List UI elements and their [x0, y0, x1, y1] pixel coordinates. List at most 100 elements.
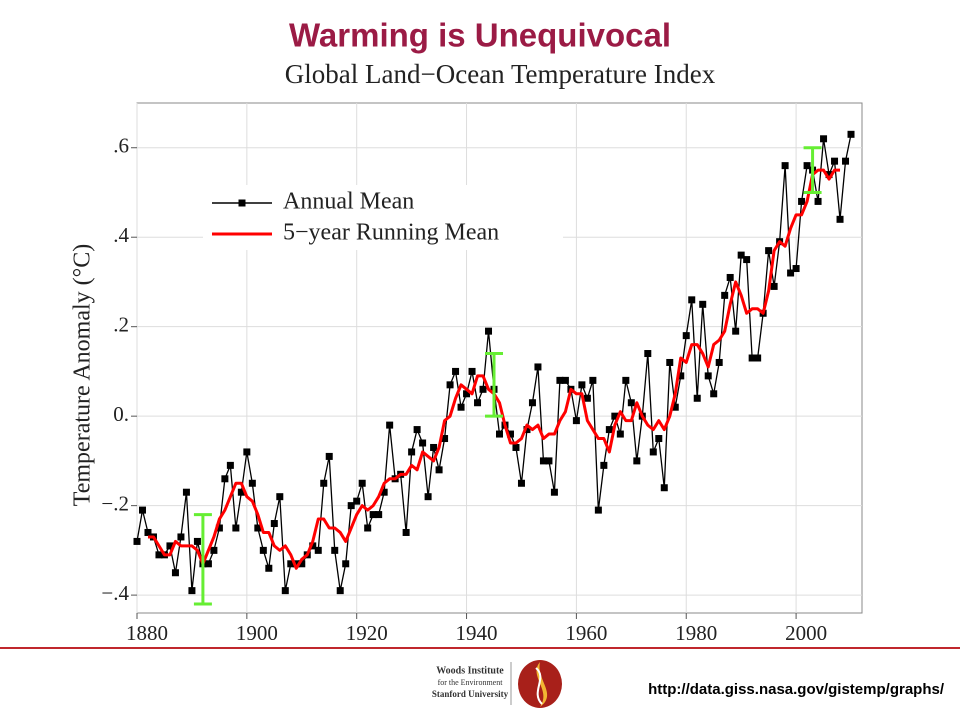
data-point	[704, 372, 712, 380]
data-point	[726, 273, 734, 281]
data-point	[281, 587, 289, 595]
data-point	[611, 412, 619, 420]
data-point	[320, 479, 328, 487]
data-point	[655, 435, 663, 443]
data-point	[215, 524, 223, 532]
y-tick-label: −.4	[101, 581, 129, 605]
data-point	[342, 560, 350, 568]
data-point	[204, 560, 212, 568]
data-point	[583, 394, 591, 402]
legend-marker	[238, 199, 246, 207]
data-point	[474, 399, 482, 407]
data-point	[155, 551, 163, 559]
data-point	[787, 269, 795, 277]
data-point	[589, 376, 597, 384]
data-point	[677, 372, 685, 380]
data-point	[842, 157, 850, 165]
data-point	[688, 296, 696, 304]
data-point	[748, 354, 756, 362]
data-point	[517, 479, 525, 487]
x-tick-label: 2000	[785, 621, 827, 645]
data-point	[331, 546, 339, 554]
data-point	[133, 537, 141, 545]
data-point	[798, 197, 806, 205]
data-point	[166, 542, 174, 550]
data-point	[424, 493, 432, 501]
logo-text: for the Environment	[438, 678, 504, 687]
logo-mark	[518, 660, 562, 708]
chart-title: Global Land−Ocean Temperature Index	[285, 59, 716, 89]
data-point	[594, 506, 602, 514]
x-tick-label: 1940	[456, 621, 498, 645]
data-point	[732, 327, 740, 335]
legend-box	[203, 185, 563, 250]
data-point	[171, 569, 179, 577]
data-point	[386, 421, 394, 429]
data-point	[292, 560, 300, 568]
data-point	[496, 430, 503, 438]
y-tick-label: 0.	[113, 402, 129, 426]
data-point	[627, 399, 635, 407]
x-tick-label: 1880	[126, 621, 168, 645]
data-point	[737, 251, 745, 259]
data-point	[457, 403, 465, 411]
slide-title: Warming is Unequivocal	[289, 17, 671, 54]
data-point	[550, 488, 558, 496]
data-point	[528, 399, 536, 407]
y-tick-label: .6	[113, 134, 129, 158]
data-point	[237, 488, 245, 496]
data-point	[644, 350, 652, 358]
data-point	[375, 511, 383, 519]
data-point	[325, 452, 333, 460]
data-point	[781, 162, 789, 170]
data-point	[616, 430, 624, 438]
error-bar	[803, 146, 822, 194]
data-point	[276, 493, 284, 501]
data-point	[188, 587, 196, 595]
data-point	[254, 524, 262, 532]
data-point	[770, 282, 778, 290]
data-point	[248, 479, 256, 487]
data-point	[364, 524, 372, 532]
data-point	[314, 546, 322, 554]
data-point	[419, 439, 427, 447]
data-point	[721, 291, 729, 299]
data-point	[649, 448, 657, 456]
legend-label: Annual Mean	[283, 189, 414, 215]
logo-text: Stanford University	[432, 689, 509, 699]
data-point	[347, 502, 355, 510]
data-point	[814, 197, 822, 205]
data-point	[259, 546, 267, 554]
data-point	[287, 560, 295, 568]
data-point	[523, 426, 531, 434]
error-bar	[485, 352, 504, 418]
data-point	[177, 533, 185, 541]
x-tick-label: 1900	[236, 621, 278, 645]
data-point	[633, 457, 641, 465]
data-point	[715, 358, 723, 366]
legend-label: 5−year Running Mean	[283, 220, 499, 246]
data-point	[754, 354, 762, 362]
data-point	[622, 376, 630, 384]
data-point	[336, 587, 344, 595]
data-point	[298, 560, 306, 568]
data-point	[243, 448, 251, 456]
data-point	[210, 546, 218, 554]
data-point	[506, 430, 514, 438]
y-tick-label: −.2	[101, 491, 129, 515]
data-point	[182, 488, 190, 496]
data-point	[452, 367, 460, 375]
data-point	[605, 426, 613, 434]
y-axis-label: Temperature Anomaly (°C)	[70, 244, 96, 507]
y-tick-label: .2	[113, 312, 129, 336]
data-point	[485, 327, 493, 335]
plot	[133, 130, 855, 606]
data-point	[847, 130, 855, 138]
data-point	[600, 461, 608, 469]
error-bar	[193, 513, 212, 606]
data-point	[413, 426, 421, 434]
data-point	[463, 390, 471, 398]
data-point	[232, 524, 240, 532]
